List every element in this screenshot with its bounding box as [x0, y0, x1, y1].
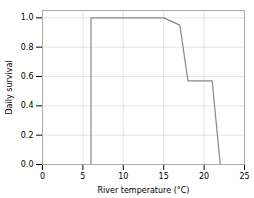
svg-text:0.6: 0.6	[21, 72, 34, 81]
svg-text:River temperature (°C): River temperature (°C)	[98, 186, 190, 195]
svg-text:20: 20	[199, 172, 209, 181]
svg-text:0.0: 0.0	[21, 160, 34, 169]
svg-text:10: 10	[118, 172, 128, 181]
svg-text:1.0: 1.0	[21, 13, 34, 22]
svg-text:0: 0	[40, 172, 45, 181]
svg-text:25: 25	[239, 172, 249, 181]
svg-text:0.4: 0.4	[21, 101, 34, 110]
svg-text:Daily survival: Daily survival	[5, 60, 14, 114]
svg-text:5: 5	[80, 172, 85, 181]
svg-text:0.2: 0.2	[21, 131, 34, 140]
svg-text:15: 15	[159, 172, 169, 181]
svg-text:0.8: 0.8	[21, 43, 34, 52]
